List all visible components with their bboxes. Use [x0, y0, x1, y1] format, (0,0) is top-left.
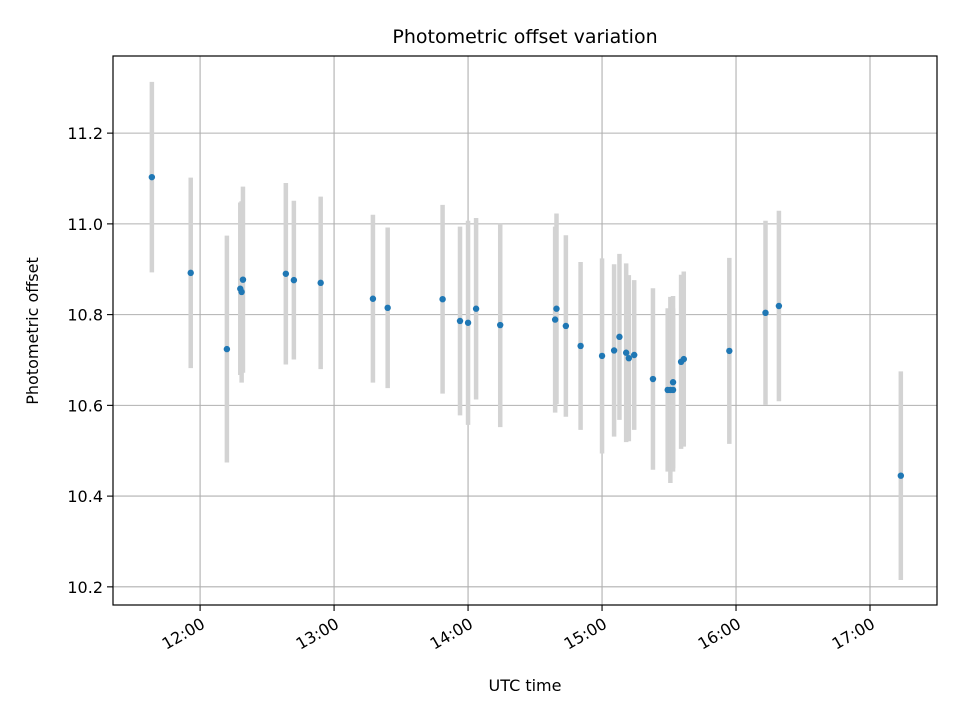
data-point — [897, 472, 905, 479]
data-point — [239, 276, 247, 283]
y-tick-label: 10.8 — [67, 306, 103, 325]
data-point — [775, 302, 783, 310]
data-point — [238, 288, 245, 296]
data-point — [187, 269, 194, 277]
data-point — [669, 379, 677, 386]
plot-area-frame — [112, 55, 938, 606]
grid-lines — [113, 56, 937, 605]
data-point — [625, 354, 633, 362]
data-point — [630, 351, 638, 359]
y-tick-label: 10.2 — [67, 578, 103, 597]
data-point — [384, 304, 391, 312]
data-point — [497, 321, 504, 329]
data-point — [669, 386, 677, 394]
data-point — [649, 375, 657, 383]
data-point — [439, 295, 446, 303]
data-point — [726, 347, 733, 355]
data-point — [622, 349, 630, 356]
data-point — [577, 342, 584, 350]
x-axis-title: UTC time — [489, 676, 562, 695]
data-point — [456, 317, 464, 325]
data-point — [148, 173, 156, 181]
data-point — [551, 316, 559, 323]
data-point — [464, 319, 472, 326]
y-tick-label: 11.2 — [67, 124, 103, 143]
y-axis-title: Photometric offset — [23, 257, 42, 405]
y-axis: 10.2 10.4 10.6 10.8 11.0 11.2 — [67, 124, 113, 597]
data-point — [610, 347, 618, 354]
data-points — [148, 173, 905, 479]
data-point — [680, 355, 687, 363]
y-tick-label: 10.6 — [67, 396, 103, 415]
data-point — [317, 279, 324, 287]
y-tick-label: 10.4 — [67, 487, 103, 506]
data-point — [282, 270, 290, 277]
data-point — [369, 295, 377, 302]
data-point — [598, 352, 606, 360]
data-point — [290, 276, 298, 284]
data-point — [472, 305, 480, 312]
data-point — [223, 345, 231, 353]
data-point — [553, 305, 560, 312]
data-point — [562, 322, 570, 330]
data-point — [616, 333, 623, 341]
chart-title: Photometric offset variation — [392, 26, 657, 48]
y-tick-label: 11.0 — [67, 215, 103, 234]
data-point — [762, 309, 769, 317]
